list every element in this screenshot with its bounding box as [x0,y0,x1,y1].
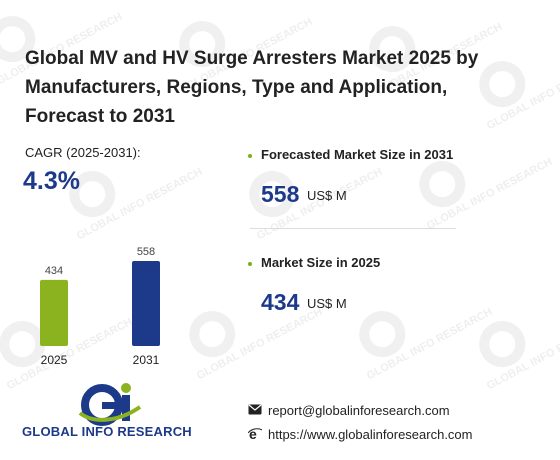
current-label: Market Size in 2025 [261,255,381,270]
category-label: 2025 [41,353,68,367]
forecast-label: Forecasted Market Size in 2031 [261,147,454,162]
cagr-label: CAGR (2025-2031): [25,145,141,160]
svg-text:e: e [249,427,257,441]
logo-text: GLOBAL INFO RESEARCH [22,424,192,439]
bar-value-label: 434 [45,265,63,277]
bar-value-label: 558 [137,246,155,258]
cagr-value: 4.3% [23,167,80,195]
bar-2031 [132,261,160,346]
forecast-unit: US$ M [307,188,347,203]
watermark: GLOBAL INFO RESEARCH [172,259,337,391]
watermark: GLOBAL INFO RESEARCH [342,259,507,391]
category-label: 2031 [133,353,160,367]
bullet-icon [248,154,252,158]
bar-2025 [40,279,68,346]
globe-e-icon: e [248,427,262,441]
watermark: GLOBAL INFO RESEARCH [232,119,397,251]
envelope-icon [248,404,262,415]
market-size-bar-chart: 434 2025 558 2031 [40,246,160,367]
current-unit: US$ M [307,296,347,311]
current-value: 434 [261,289,300,315]
watermark: GLOBAL INFO RESEARCH [462,269,560,401]
website-link[interactable]: https://www.globalinforesearch.com [268,427,473,442]
bullet-icon [248,262,252,266]
page-title: Global MV and HV Surge Arresters Market … [25,48,479,127]
forecast-value: 558 [261,181,300,207]
email-link[interactable]: report@globalinforesearch.com [268,403,450,418]
divider [250,228,456,229]
logo [78,383,142,426]
